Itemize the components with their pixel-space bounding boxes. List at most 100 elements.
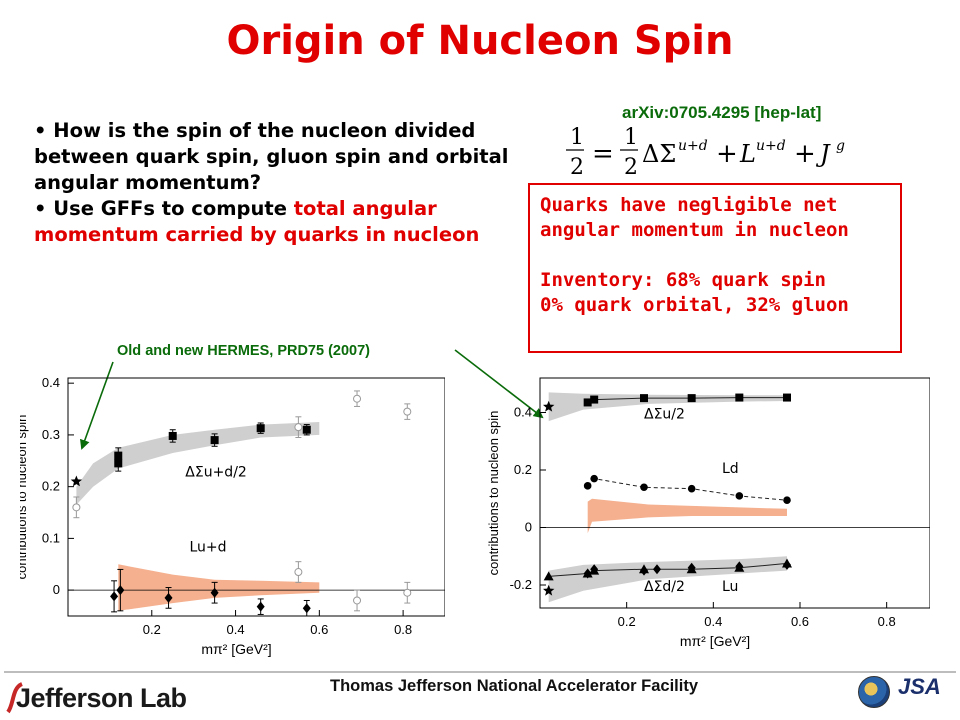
conclusion-line-2: angular momentum in nucleon	[540, 219, 849, 241]
footer-rule	[4, 671, 956, 673]
doe-seal-icon	[858, 676, 890, 708]
x-tick-label: 0.8	[878, 614, 896, 629]
formula-eq: =	[592, 139, 614, 169]
point-u2	[583, 398, 592, 407]
conclusion-line-3: Inventory: 68% quark spin	[540, 269, 826, 291]
formula-num: 1	[570, 125, 584, 150]
point-d2	[735, 561, 744, 572]
point-ld	[735, 492, 744, 500]
y-tick-label: 0.4	[514, 405, 532, 420]
series-annotation: ΔΣu+d/2	[185, 464, 247, 480]
x-tick-label: 0.2	[143, 622, 161, 637]
y-tick-label: 0.1	[42, 530, 60, 545]
point-lud	[110, 591, 119, 602]
x-tick-label: 0.4	[227, 622, 245, 637]
x-tick-label: 0.6	[791, 614, 809, 629]
bullet-list: • How is the spin of the nucleon divided…	[34, 118, 514, 248]
point-hermes	[70, 475, 83, 487]
orange-band	[587, 498, 787, 534]
x-axis-label: mπ² [GeV²]	[680, 633, 750, 649]
formula-sup-ud2: u+d	[756, 138, 786, 154]
point-ud2	[114, 451, 123, 460]
point-lu	[543, 571, 554, 581]
jefferson-lab-logo: Jefferson Lab	[16, 683, 187, 713]
series-annotation: ΔΣu/2	[644, 406, 685, 422]
orange-band	[118, 564, 320, 611]
point-ld	[583, 482, 592, 490]
point-u2	[590, 395, 599, 404]
series-annotation: Ld	[722, 461, 739, 477]
point-u2	[735, 393, 744, 402]
formula-den: 2	[570, 155, 584, 180]
point-lud	[210, 587, 219, 598]
y-tick-label: 0	[525, 520, 532, 535]
point-open	[403, 407, 412, 416]
plot-frame	[67, 377, 445, 617]
point-lud	[116, 585, 125, 596]
point-ud2	[302, 425, 311, 434]
formula-den2: 2	[624, 155, 638, 180]
x-tick-label: 0.6	[310, 622, 328, 637]
formula-plus2: +	[794, 139, 816, 169]
x-tick-label: 0.8	[394, 622, 412, 637]
spin-sum-formula: 1 2 = 1 2 ΔΣ u+d + L u+d + J g	[566, 125, 845, 180]
point-hermes	[543, 400, 555, 412]
y-tick-label: -0.2	[510, 577, 532, 592]
bullet-2: • Use GFFs to compute total angular mome…	[34, 197, 480, 246]
jsa-logo: JSA	[898, 674, 941, 699]
y-tick-label: 0.2	[42, 479, 60, 494]
y-axis-label: contributions to nucleon spin	[486, 411, 501, 576]
conclusion-line-4: 0% quark orbital, 32% gluon	[540, 294, 849, 316]
point-lud	[256, 601, 265, 612]
point-u2	[640, 394, 648, 403]
point-ud2	[210, 436, 219, 445]
x-axis-label: mπ² [GeV²]	[201, 641, 271, 657]
series-annotation: Lu+d	[189, 539, 226, 555]
point-hermes	[543, 584, 555, 596]
formula-num2: 1	[624, 125, 638, 150]
hermes-callout: Old and new HERMES, PRD75 (2007)	[117, 343, 371, 359]
left-chart: 0.2 0.4 0.6 0.8 0 0.1 0.2 0.3 0.4 contributions t…	[20, 375, 445, 657]
series-line-ld	[587, 478, 788, 501]
conclusion-line-1: Quarks have negligible net	[540, 194, 838, 216]
slide-title: Origin of Nucleon Spin	[226, 18, 734, 64]
formula-L: L	[739, 140, 756, 168]
y-tick-label: 0.2	[514, 462, 532, 477]
point-d2	[583, 568, 592, 579]
point-d2	[590, 564, 599, 575]
gray-band	[76, 422, 320, 505]
point-u2	[687, 394, 696, 403]
jlab-swoosh-icon	[6, 682, 24, 714]
series-annotation: ΔΣd/2	[644, 579, 685, 595]
point-open	[294, 423, 303, 432]
point-open	[353, 394, 362, 403]
facility-name: Thomas Jefferson National Accelerator Fa…	[330, 677, 699, 695]
y-tick-label: 0	[53, 582, 60, 597]
point-open	[72, 503, 81, 512]
conclusion-box: Quarks have negligible net angular momen…	[528, 183, 902, 353]
y-tick-label: 0.4	[42, 375, 60, 390]
right-chart: 0.2 0.4 0.6 0.8 -0.2 0 0.2 0.4 contributions to …	[486, 377, 930, 649]
point-lud	[164, 592, 173, 603]
formula-plus1: +	[716, 139, 738, 169]
x-tick-label: 0.2	[618, 614, 636, 629]
point-ld	[590, 474, 598, 483]
point-open	[353, 596, 362, 605]
formula-sup-g: g	[836, 138, 845, 154]
series-annotation: Lu	[722, 579, 738, 595]
point-d2	[640, 565, 648, 576]
point-d2	[687, 562, 696, 573]
formula-J: J	[815, 140, 831, 168]
point-ud2	[168, 431, 177, 440]
point-ld	[640, 483, 648, 492]
point-lud	[302, 603, 311, 614]
point-open	[403, 588, 412, 597]
point-d2	[783, 559, 791, 570]
arxiv-reference: arXiv:0705.4295 [hep-lat]	[622, 103, 822, 122]
point-ud2	[256, 424, 265, 433]
formula-delta-sigma: ΔΣ	[642, 140, 676, 168]
point-u2	[783, 393, 791, 402]
x-tick-label: 0.4	[704, 614, 722, 629]
point-d2	[653, 564, 661, 575]
footer-bar: Jefferson Lab Thomas Jefferson National …	[0, 662, 960, 720]
